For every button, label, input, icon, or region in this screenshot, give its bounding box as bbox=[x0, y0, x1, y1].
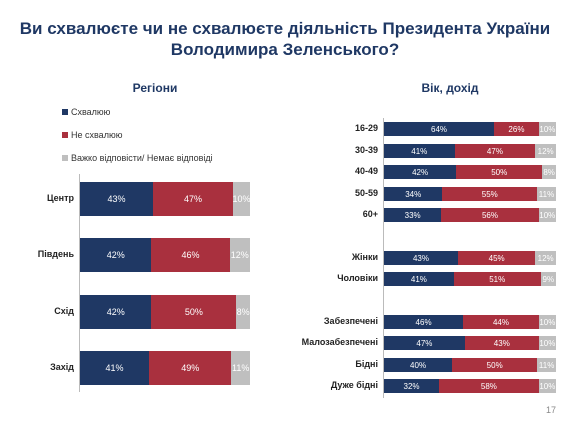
bar-segment-hard-to-say: 10% bbox=[538, 336, 556, 350]
bar-segment-hard-to-say: 10% bbox=[538, 122, 556, 136]
legend-label-hard-to-say: Важко відповісти/ Немає відповіді bbox=[71, 153, 213, 163]
category-axis bbox=[79, 174, 80, 392]
bar-segment-approve: 41% bbox=[384, 144, 455, 158]
category-axis bbox=[383, 118, 384, 398]
bar-segment-hard-to-say: 9% bbox=[540, 272, 556, 286]
bar-жінки: 43% 45% 12% bbox=[384, 251, 556, 265]
bar-segment-disapprove: 49% bbox=[149, 351, 232, 385]
page-number: 17 bbox=[545, 405, 556, 415]
bar-segment-hard-to-say: 12% bbox=[535, 144, 556, 158]
page-title-line-1: Ви схвалюєте чи не схвалюєте діяльність … bbox=[19, 19, 551, 38]
bar-segment-hard-to-say: 10% bbox=[232, 182, 250, 216]
legend-label-disapprove: Не схвалюю bbox=[71, 130, 123, 140]
bar-segment-disapprove: 50% bbox=[151, 295, 237, 329]
legend-swatch-disapprove bbox=[62, 132, 68, 138]
category-label: 60+ bbox=[362, 209, 378, 219]
bar-segment-hard-to-say: 8% bbox=[236, 295, 250, 329]
bar-segment-approve: 46% bbox=[384, 315, 464, 329]
bar-segment-disapprove: 50% bbox=[456, 165, 543, 179]
bar-segment-approve: 43% bbox=[80, 182, 154, 216]
bar-бідні: 40% 50% 11% bbox=[384, 358, 556, 372]
bar-segment-approve: 47% bbox=[384, 336, 465, 350]
bar-40-49: 42% 50% 8% bbox=[384, 165, 556, 179]
category-label: Центр bbox=[46, 193, 74, 203]
bar-segment-hard-to-say: 12% bbox=[229, 238, 250, 272]
bar-segment-hard-to-say: 11% bbox=[537, 358, 556, 372]
category-label: Малозабезпечені bbox=[301, 337, 378, 347]
bar-segment-disapprove: 55% bbox=[442, 187, 538, 201]
bar-схід: 42% 50% 8% bbox=[80, 295, 250, 329]
bar-segment-hard-to-say: 10% bbox=[538, 315, 556, 329]
category-label: 16-29 bbox=[354, 123, 378, 133]
bar-segment-approve: 64% bbox=[384, 122, 495, 136]
bar-segment-disapprove: 50% bbox=[452, 358, 538, 372]
bar-16-29: 64% 26% 10% bbox=[384, 122, 556, 136]
bar-60: 33% 56% 10% bbox=[384, 208, 556, 222]
bar-segment-approve: 42% bbox=[80, 295, 152, 329]
legend-item-hard-to-say: Важко відповісти/ Немає відповіді bbox=[62, 152, 213, 164]
bar-segment-approve: 32% bbox=[384, 379, 440, 393]
bar-segment-approve: 33% bbox=[384, 208, 442, 222]
bar-segment-approve: 42% bbox=[80, 238, 152, 272]
bar-30-39: 41% 47% 12% bbox=[384, 144, 556, 158]
bar-50-59: 34% 55% 11% bbox=[384, 187, 556, 201]
bar-забезпечені: 46% 44% 10% bbox=[384, 315, 556, 329]
legend-swatch-hard-to-say bbox=[62, 155, 68, 161]
bar-segment-hard-to-say: 10% bbox=[538, 208, 556, 222]
bar-segment-approve: 41% bbox=[80, 351, 149, 385]
category-label: Схід bbox=[54, 306, 74, 316]
bar-segment-hard-to-say: 12% bbox=[535, 251, 556, 265]
bar-чоловіки: 41% 51% 9% bbox=[384, 272, 556, 286]
bar-segment-approve: 43% bbox=[384, 251, 458, 265]
bar-захід: 41% 49% 11% bbox=[80, 351, 250, 385]
category-label: Чоловіки bbox=[337, 273, 378, 283]
bar-segment-approve: 34% bbox=[384, 187, 443, 201]
bar-segment-approve: 41% bbox=[384, 272, 454, 286]
bar-segment-disapprove: 47% bbox=[153, 182, 233, 216]
legend: Схвалюю Не схвалюю Важко відповісти/ Нем… bbox=[62, 106, 213, 175]
legend-swatch-approve bbox=[62, 109, 68, 115]
bar-segment-disapprove: 46% bbox=[151, 238, 230, 272]
bar-segment-hard-to-say: 11% bbox=[231, 351, 250, 385]
bar-segment-approve: 42% bbox=[384, 165, 457, 179]
category-label: Захід bbox=[50, 362, 74, 372]
bar-segment-disapprove: 26% bbox=[494, 122, 539, 136]
bar-segment-hard-to-say: 8% bbox=[542, 165, 556, 179]
category-label: 30-39 bbox=[354, 145, 378, 155]
legend-label-approve: Схвалюю bbox=[71, 107, 111, 117]
bar-segment-disapprove: 45% bbox=[457, 251, 536, 265]
page-title: Ви схвалюєте чи не схвалюєте діяльність … bbox=[0, 18, 570, 60]
category-label: Дуже бідні bbox=[330, 380, 378, 390]
bar-segment-hard-to-say: 11% bbox=[537, 187, 556, 201]
bar-малозабезпечені: 47% 43% 10% bbox=[384, 336, 556, 350]
category-label: Бідні bbox=[355, 359, 378, 369]
bar-центр: 43% 47% 10% bbox=[80, 182, 250, 216]
category-label: Південь bbox=[37, 249, 74, 259]
bar-південь: 42% 46% 12% bbox=[80, 238, 250, 272]
category-label: 50-59 bbox=[354, 188, 378, 198]
category-label: 40-49 bbox=[354, 166, 378, 176]
bar-segment-disapprove: 47% bbox=[454, 144, 536, 158]
bar-segment-disapprove: 58% bbox=[439, 379, 539, 393]
bar-дуже-бідні: 32% 58% 10% bbox=[384, 379, 556, 393]
chart-title-age-income: Вік, дохід bbox=[421, 81, 479, 95]
chart-title-regions: Регіони bbox=[132, 81, 178, 95]
page-title-line-2: Володимира Зеленського? bbox=[170, 40, 400, 59]
legend-item-disapprove: Не схвалюю bbox=[62, 129, 213, 141]
bar-segment-disapprove: 56% bbox=[441, 208, 539, 222]
legend-item-approve: Схвалюю bbox=[62, 106, 213, 118]
bar-segment-disapprove: 51% bbox=[453, 272, 541, 286]
bar-segment-hard-to-say: 10% bbox=[538, 379, 556, 393]
bar-segment-approve: 40% bbox=[384, 358, 453, 372]
bar-segment-disapprove: 43% bbox=[464, 336, 539, 350]
category-label: Жінки bbox=[351, 252, 378, 262]
category-label: Забезпечені bbox=[323, 316, 378, 326]
bar-segment-disapprove: 44% bbox=[463, 315, 539, 329]
